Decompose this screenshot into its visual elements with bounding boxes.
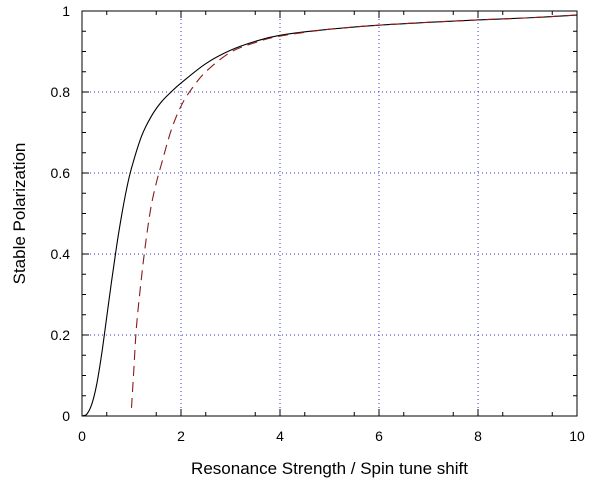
x-tick-label: 10 [569,428,585,444]
y-tick-label: 0.4 [51,246,71,262]
x-tick-label: 8 [474,428,482,444]
series-line-dashed [130,14,578,408]
axis-ticks [81,10,578,417]
x-tick-label: 6 [375,428,383,444]
y-tick-label: 0.6 [51,165,71,181]
y-tick-label: 0.8 [51,84,71,100]
plot-frame [81,10,578,417]
x-axis-title: Resonance Strength / Spin tune shift [191,459,468,478]
y-tick-label: 0.2 [51,327,71,343]
tick-labels: 0 2 4 6 8 10 0 0.2 0.4 0.6 0.8 1 [51,3,585,444]
series-line-solid [81,14,578,417]
series-lines [81,14,578,417]
x-tick-label: 4 [276,428,284,444]
y-axis-title: Stable Polarization [10,143,29,285]
y-tick-label: 0 [62,408,70,424]
y-tick-label: 1 [62,3,70,19]
grid-lines [82,11,577,416]
x-tick-label: 2 [177,428,185,444]
x-tick-label: 0 [78,428,86,444]
